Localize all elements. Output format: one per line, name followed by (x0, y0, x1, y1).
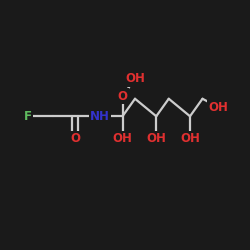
Text: F: F (24, 110, 32, 123)
Text: OH: OH (112, 132, 132, 145)
Text: OH: OH (180, 132, 200, 145)
Text: OH: OH (209, 101, 229, 114)
Text: O: O (118, 90, 128, 103)
Text: NH: NH (90, 110, 110, 123)
Text: O: O (70, 132, 80, 145)
Text: OH: OH (125, 72, 145, 85)
Text: OH: OH (146, 132, 166, 145)
